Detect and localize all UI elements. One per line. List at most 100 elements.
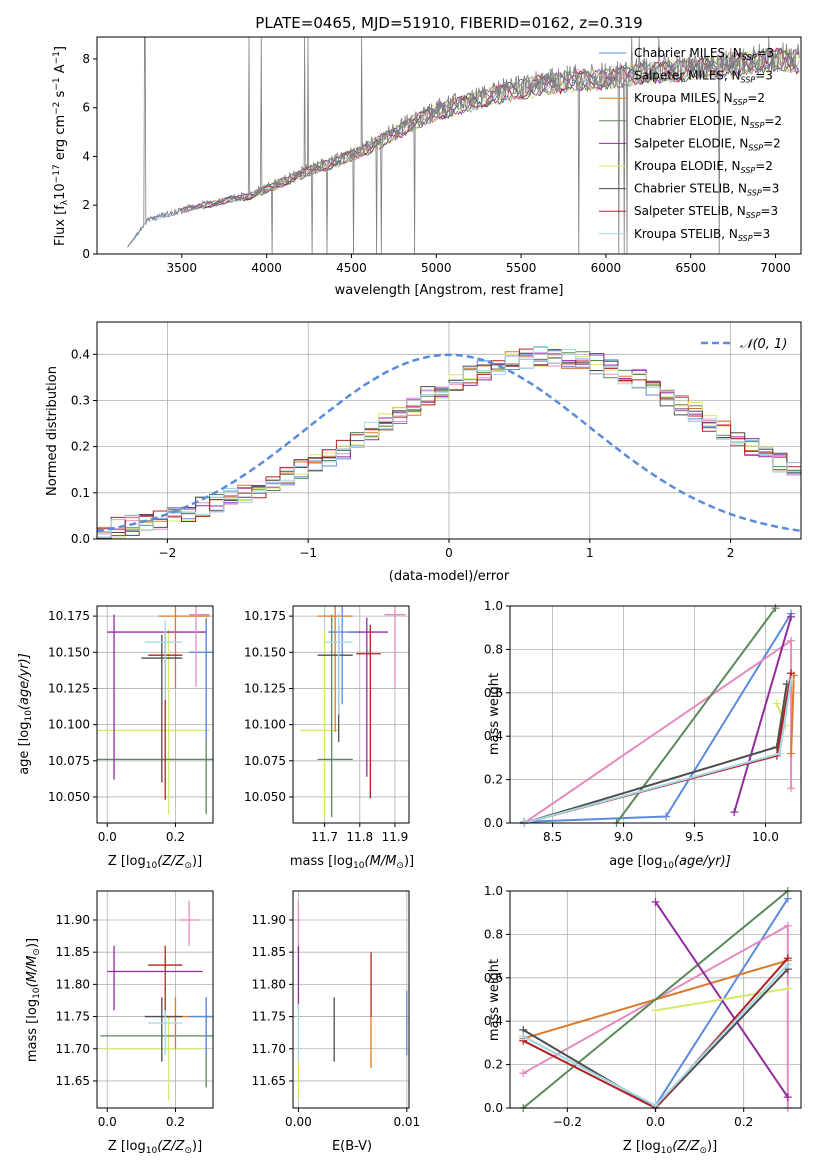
x-tick-label: 7000 [760, 261, 791, 275]
mass-z-ticks: 0.0 0.2 11.65 11.70 11.75 11.80 11.85 11.90 [56, 913, 185, 1129]
residuals-panel: −2 −1 0 1 2 0.0 0.1 0.2 0.3 0.4 𝒩(0, 1) (data-mod… [45, 321, 802, 584]
x-tick-label: 5000 [421, 261, 452, 275]
x-tick-label: 0.2 [166, 830, 185, 844]
y-tick-label: 10.150 [48, 645, 90, 659]
plus-marker [772, 743, 781, 752]
x-tick-label: 0.0 [98, 1115, 117, 1129]
normal-legend-label: 𝒩(0, 1) [740, 337, 787, 352]
y-tick-label: 0.2 [484, 773, 503, 787]
y-tick-label: 10.150 [244, 645, 286, 659]
age-z-axes-frame [96, 605, 214, 824]
weight-age-curves [520, 604, 798, 827]
mass-ebv-ticks: 0.00 0.01 11.65 11.70 11.75 11.80 11.85 11.90 [252, 913, 421, 1129]
y-tick-label: 10.050 [244, 790, 286, 804]
weight-age-ticks: 8.5 9.0 9.5 10.0 0.0 0.2 0.4 0.6 0.8 1.0 [484, 599, 779, 844]
y-tick-label: 4 [82, 149, 90, 163]
y-tick-label: 0.6 [484, 686, 503, 700]
spectrum-axes-frame [96, 36, 802, 255]
weight-line [655, 987, 788, 1012]
residuals-legend: 𝒩(0, 1) [701, 337, 787, 352]
x-tick-label: 4500 [336, 261, 367, 275]
x-tick-label: 2 [727, 546, 735, 560]
x-tick-label: 5500 [506, 261, 537, 275]
x-tick-label: 0.01 [393, 1115, 420, 1129]
age-z-ticks: 0.0 0.2 10.050 10.075 10.100 10.125 10.150 10.1… [48, 609, 185, 844]
plus-marker [783, 894, 792, 903]
y-tick-label: 0.0 [71, 532, 90, 546]
plus-marker [783, 984, 792, 993]
x-tick-label: 0.0 [98, 830, 117, 844]
weight-line [790, 675, 795, 754]
weight-vs-age-panel: 8.5 9.0 9.5 10.0 0.0 0.2 0.4 0.6 0.8 1.0 age [log… [484, 599, 802, 871]
y-tick-label: 0.2 [484, 1058, 503, 1072]
residuals-ticks: −2 −1 0 1 2 0.0 0.1 0.2 0.3 0.4 [71, 347, 735, 560]
mass-z-axes-frame [96, 890, 214, 1109]
spectrum-xlabel: wavelength [Angstrom, rest frame] [335, 283, 564, 298]
plus-marker [787, 784, 796, 793]
figure-title: PLATE=0465, MJD=51910, FIBERID=0162, z=0… [255, 14, 642, 32]
legend-label: Salpeter STELIB, NSSP=3 [634, 204, 778, 220]
y-tick-label: 0.4 [484, 729, 503, 743]
x-tick-label: 3500 [167, 261, 198, 275]
observed-spectrum-line [127, 36, 800, 255]
y-tick-label: 0 [82, 247, 90, 261]
weight-line [523, 683, 788, 824]
age-vs-metallicity-panel: 0.0 0.2 10.050 10.075 10.100 10.125 10.150 10.1… [17, 605, 214, 871]
weight-z-ylabel: mass weight [487, 959, 502, 1041]
mass-vs-extinction-panel: 0.00 0.01 11.65 11.70 11.75 11.80 11.85 11.90 E… [252, 890, 421, 1154]
residuals-curves [96, 345, 802, 540]
weight-age-axes-frame [509, 605, 802, 824]
y-tick-label: 10.100 [48, 718, 90, 732]
x-tick-label: 6500 [675, 261, 706, 275]
legend-label: Chabrier STELIB, NSSP=3 [634, 182, 779, 198]
age-z-ylabel: age [log10(age/yr)] [17, 653, 34, 775]
y-tick-label: 11.75 [56, 1010, 90, 1024]
x-tick-label: 8.5 [543, 830, 562, 844]
y-tick-label: 10.175 [48, 609, 90, 623]
y-tick-label: 10.125 [244, 681, 286, 695]
plus-marker [783, 1093, 792, 1102]
plus-marker [730, 808, 739, 817]
weight-z-xlabel: Z [log10(Z/Z⊙)] [623, 1139, 717, 1156]
y-tick-label: 10.125 [48, 681, 90, 695]
plus-marker [662, 812, 671, 821]
residuals-ylabel: Normed distribution [45, 366, 60, 496]
weight-line [733, 616, 793, 813]
y-tick-label: 10.075 [48, 754, 90, 768]
age-z-xlabel: Z [log10(Z/Z⊙)] [108, 854, 202, 871]
y-tick-label: 0.0 [484, 1101, 503, 1115]
plus-marker [787, 612, 796, 621]
age-mass-grid [293, 606, 409, 823]
age-z-curves [97, 606, 213, 815]
y-tick-label: 1.0 [484, 884, 503, 898]
spectrum-panel: 3500 4000 4500 5000 5500 6000 6500 7000 0 2 4 6 8 Ch… [52, 36, 802, 298]
x-tick-label: 9.0 [614, 830, 633, 844]
x-tick-label: −2 [159, 546, 177, 560]
legend-label: Chabrier MILES, NSSP=3 [634, 46, 774, 62]
weight-line [523, 638, 793, 824]
y-tick-label: 11.80 [56, 977, 90, 991]
mass-z-ylabel: mass [log10(M/M⊙)] [25, 938, 42, 1062]
y-tick-label: 11.80 [252, 977, 286, 991]
legend-label: Chabrier ELODIE, NSSP=2 [634, 114, 782, 130]
plus-marker [775, 749, 784, 758]
y-tick-label: 0.4 [71, 347, 90, 361]
histogram-step [96, 345, 801, 539]
y-tick-label: 6 [82, 101, 90, 115]
y-tick-label: 11.85 [56, 945, 90, 959]
age-mass-xlabel: mass [log10(M/M⊙)] [290, 854, 414, 871]
legend-label: Salpeter MILES, NSSP=3 [634, 69, 773, 85]
x-tick-label: 11.8 [346, 830, 373, 844]
plus-marker [519, 1069, 528, 1078]
x-tick-label: 9.5 [685, 830, 704, 844]
x-tick-label: 4000 [251, 261, 282, 275]
weight-vs-metallicity-panel: −0.2 0.0 0.2 0.0 0.2 0.4 0.6 0.8 1.0 Z [log10(Z/… [484, 884, 802, 1156]
y-tick-label: 1.0 [484, 599, 503, 613]
weight-z-ticks: −0.2 0.0 0.2 0.0 0.2 0.4 0.6 0.8 1.0 [484, 884, 753, 1129]
mass-ebv-axes-frame [292, 890, 410, 1109]
y-tick-label: 11.70 [56, 1042, 90, 1056]
y-tick-label: 0.1 [71, 486, 90, 500]
y-tick-label: 10.050 [48, 790, 90, 804]
spectrum-ticks: 3500 4000 4500 5000 5500 6000 6500 7000 0 2 4 6 8 [82, 52, 790, 275]
